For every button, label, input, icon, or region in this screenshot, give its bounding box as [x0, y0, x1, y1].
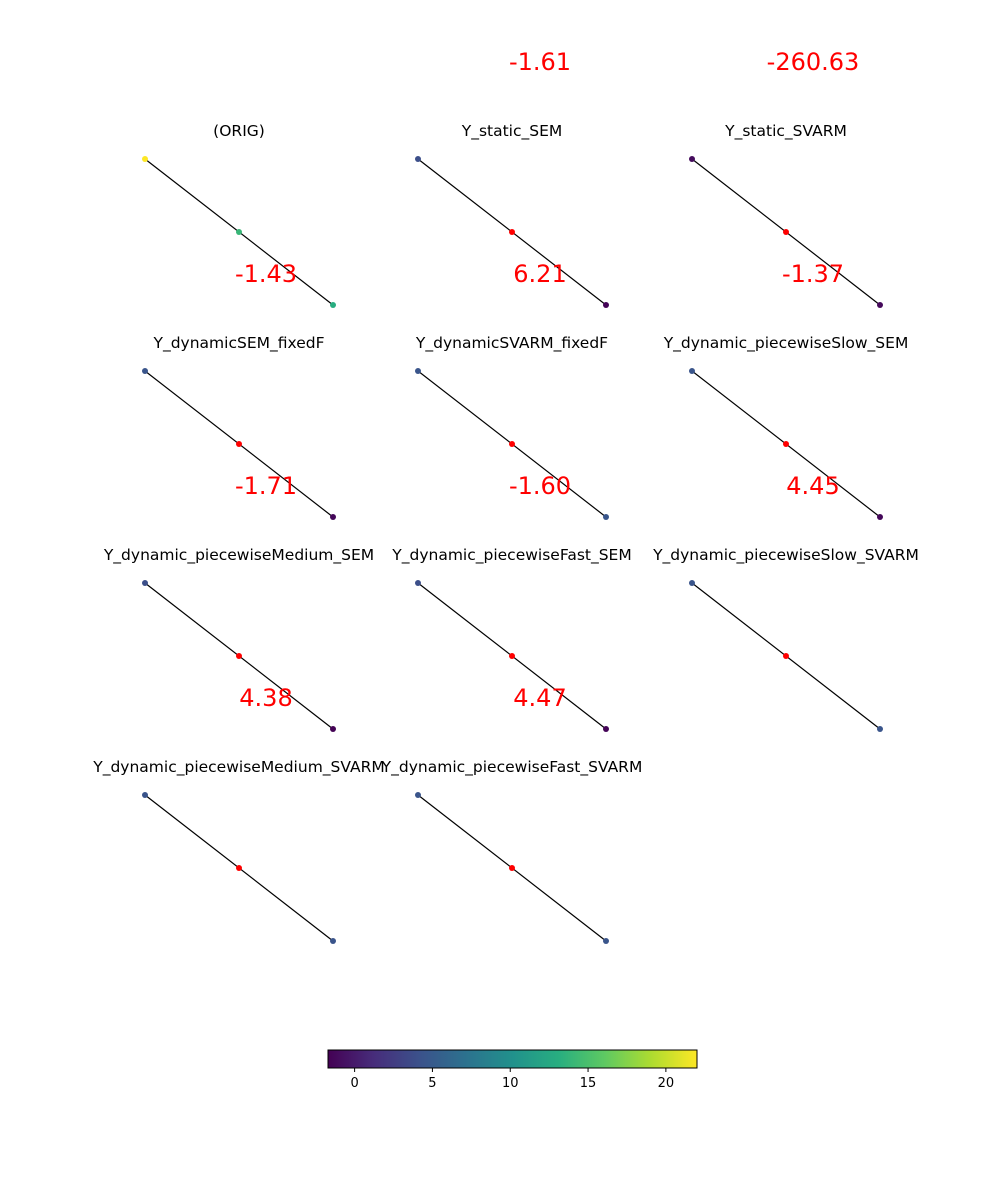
- graph-node: [689, 156, 695, 162]
- graph-node: [330, 938, 336, 944]
- panel-title: Y_dynamic_piecewiseFast_SVARM: [381, 758, 643, 777]
- graph-node: [783, 653, 789, 659]
- panel: Y_dynamic_piecewiseMedium_SEM: [103, 546, 374, 732]
- panel-title: Y_dynamicSEM_fixedF: [153, 334, 325, 353]
- graph-node: [509, 229, 515, 235]
- panel: Y_dynamic_piecewiseFast_SVARM: [381, 758, 643, 944]
- graph-node: [415, 792, 421, 798]
- graph-node: [689, 368, 695, 374]
- graph-node: [142, 156, 148, 162]
- graph-node: [330, 514, 336, 520]
- panel-title: Y_static_SEM: [461, 122, 563, 141]
- graph-node: [330, 302, 336, 308]
- panel-title: Y_dynamic_piecewiseFast_SEM: [391, 546, 631, 565]
- score-label: 4.38: [239, 684, 292, 712]
- panel: Y_dynamicSVARM_fixedF: [415, 334, 609, 520]
- colorbar-gradient: [327, 1049, 698, 1069]
- graph-node: [603, 514, 609, 520]
- panel-title: (ORIG): [213, 122, 265, 140]
- panel-title: Y_dynamicSVARM_fixedF: [415, 334, 608, 353]
- graph-node: [783, 441, 789, 447]
- panel: Y_dynamicSEM_fixedF: [142, 334, 336, 520]
- score-label: -1.60: [509, 472, 571, 500]
- colorbar-tick-label: 10: [502, 1076, 519, 1091]
- score-label: -260.63: [767, 48, 860, 76]
- colorbar: 0 5 10 15 20: [327, 1049, 698, 1091]
- graph-node: [603, 726, 609, 732]
- graph-node: [509, 865, 515, 871]
- score-label: 4.45: [786, 472, 839, 500]
- graph-node: [415, 156, 421, 162]
- graph-node: [236, 865, 242, 871]
- graph-node: [236, 229, 242, 235]
- score-label: -1.37: [782, 260, 844, 288]
- score-label: -1.61: [509, 48, 571, 76]
- graph-node: [236, 653, 242, 659]
- graph-node: [236, 441, 242, 447]
- panels: (ORIG) Y_static_SEM Y_static_SVARM Y_dynami…: [92, 48, 919, 944]
- panel-title: Y_dynamic_piecewiseMedium_SVARM: [92, 758, 385, 777]
- graph-node: [877, 302, 883, 308]
- graph-node: [415, 368, 421, 374]
- graph-node: [877, 514, 883, 520]
- panel: Y_static_SEM: [415, 122, 609, 308]
- graph-node: [142, 792, 148, 798]
- colorbar-tick-label: 20: [658, 1076, 675, 1091]
- panel-title: Y_dynamic_piecewiseSlow_SEM: [663, 334, 909, 353]
- graph-node: [415, 580, 421, 586]
- score-label: -1.43: [235, 260, 297, 288]
- graph-node: [330, 726, 336, 732]
- panel: Y_dynamic_piecewiseSlow_SEM: [663, 334, 909, 520]
- graph-node: [509, 441, 515, 447]
- graph-node: [603, 302, 609, 308]
- score-label: 4.47: [513, 684, 566, 712]
- panel-title: Y_dynamic_piecewiseSlow_SVARM: [652, 546, 919, 565]
- panel: Y_static_SVARM: [689, 122, 883, 308]
- panel: (ORIG): [142, 122, 336, 308]
- graph-node: [689, 580, 695, 586]
- score-label: 6.21: [513, 260, 566, 288]
- graph-node: [877, 726, 883, 732]
- graph-node: [142, 368, 148, 374]
- graph-node: [142, 580, 148, 586]
- colorbar-tick-label: 0: [350, 1076, 358, 1091]
- colorbar-tick-label: 15: [580, 1076, 597, 1091]
- panel-title: Y_dynamic_piecewiseMedium_SEM: [103, 546, 374, 565]
- panel: Y_dynamic_piecewiseSlow_SVARM: [652, 546, 919, 732]
- panel: Y_dynamic_piecewiseFast_SEM: [391, 546, 632, 732]
- graph-node: [509, 653, 515, 659]
- score-label: -1.71: [235, 472, 297, 500]
- graph-node: [603, 938, 609, 944]
- panel: Y_dynamic_piecewiseMedium_SVARM: [92, 758, 385, 944]
- colorbar-tick-label: 5: [428, 1076, 436, 1091]
- panel-title: Y_static_SVARM: [724, 122, 847, 141]
- graph-node: [783, 229, 789, 235]
